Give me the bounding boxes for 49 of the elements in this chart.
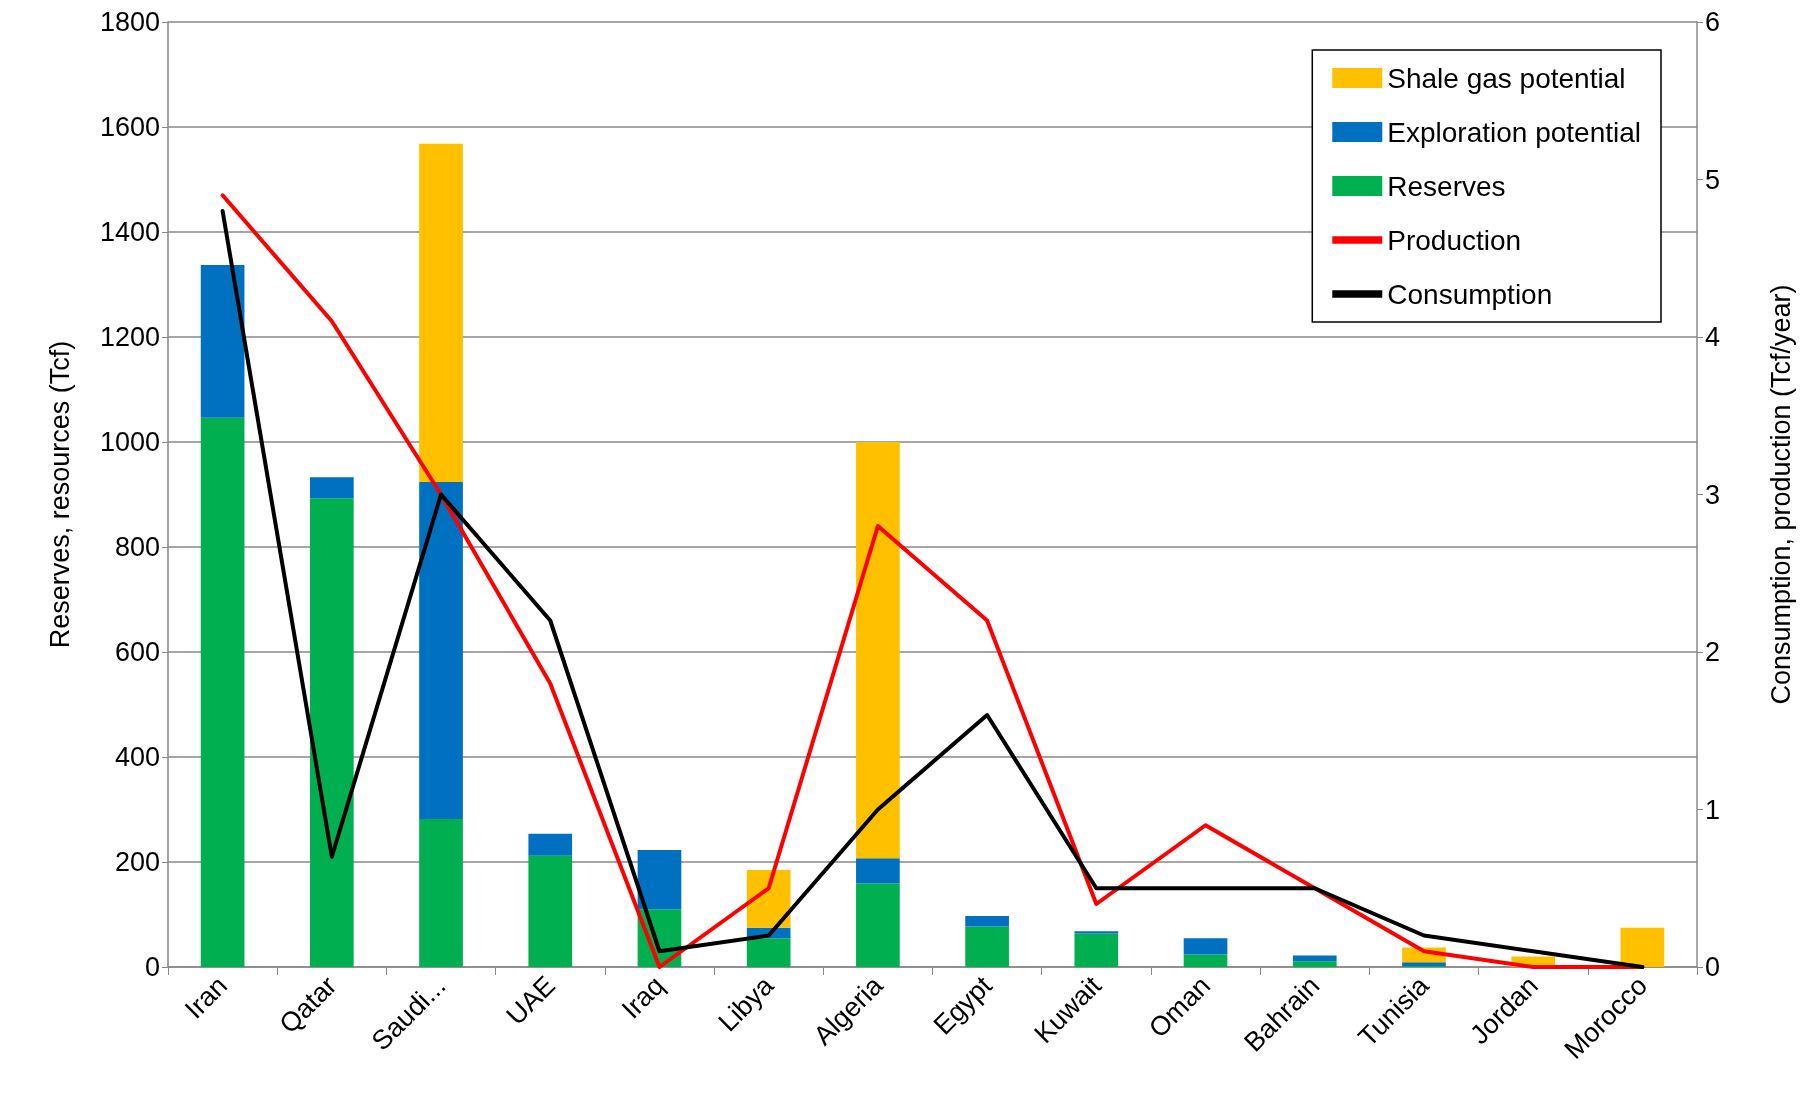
bar — [309, 498, 354, 967]
bar — [1183, 938, 1228, 955]
bar — [1620, 927, 1665, 967]
x-tick-label: Iran — [179, 970, 234, 1025]
y-tick-label: 1000 — [99, 427, 160, 457]
bar — [419, 481, 463, 819]
y2-tick-label: 2 — [1705, 637, 1721, 667]
legend-label: Exploration potential — [1387, 116, 1642, 148]
y-axis-title: Reserves, resources (Tcf) — [44, 340, 75, 649]
y-tick-label: 0 — [144, 952, 160, 982]
y-tick-label: 600 — [114, 637, 160, 667]
bar — [200, 417, 245, 967]
bar — [965, 926, 1009, 967]
y2-tick-label: 6 — [1705, 7, 1721, 37]
y-tick-label: 1800 — [99, 7, 160, 37]
legend-label: Reserves — [1387, 170, 1506, 202]
bar — [200, 265, 245, 418]
bar — [1292, 961, 1337, 967]
y-tick-label: 400 — [114, 742, 160, 772]
bar — [1074, 933, 1119, 967]
bar — [965, 916, 1009, 927]
bar — [309, 477, 354, 499]
legend-label: Production — [1387, 224, 1522, 256]
y2-tick-label: 4 — [1705, 322, 1721, 352]
bar — [746, 938, 791, 967]
legend-label: Consumption — [1387, 278, 1553, 310]
y2-tick-label: 1 — [1705, 794, 1721, 825]
y2-tick-label: 0 — [1705, 952, 1721, 982]
y-tick-label: 800 — [114, 532, 160, 562]
bar — [528, 833, 573, 856]
y-tick-label: 200 — [114, 847, 160, 877]
bar — [419, 143, 463, 482]
y-tick-label: 1600 — [99, 112, 160, 142]
bar — [528, 855, 573, 967]
bar — [1183, 954, 1228, 967]
y2-tick-label: 5 — [1705, 164, 1721, 195]
bar — [1292, 955, 1337, 962]
bar — [856, 442, 900, 859]
bar — [856, 883, 900, 967]
y-tick-label: 1400 — [99, 217, 160, 247]
x-tick-label: Iraq — [615, 970, 671, 1025]
bar — [856, 858, 900, 884]
legend-label: Shale gas potential — [1387, 62, 1626, 94]
y-tick-label: 1200 — [99, 322, 160, 352]
bar — [419, 818, 463, 967]
y2-tick-label: 3 — [1705, 479, 1721, 510]
bar — [1074, 931, 1119, 934]
y2-axis-title: Consumption, production (Tcf/year) — [1765, 284, 1796, 705]
bar — [637, 849, 682, 910]
